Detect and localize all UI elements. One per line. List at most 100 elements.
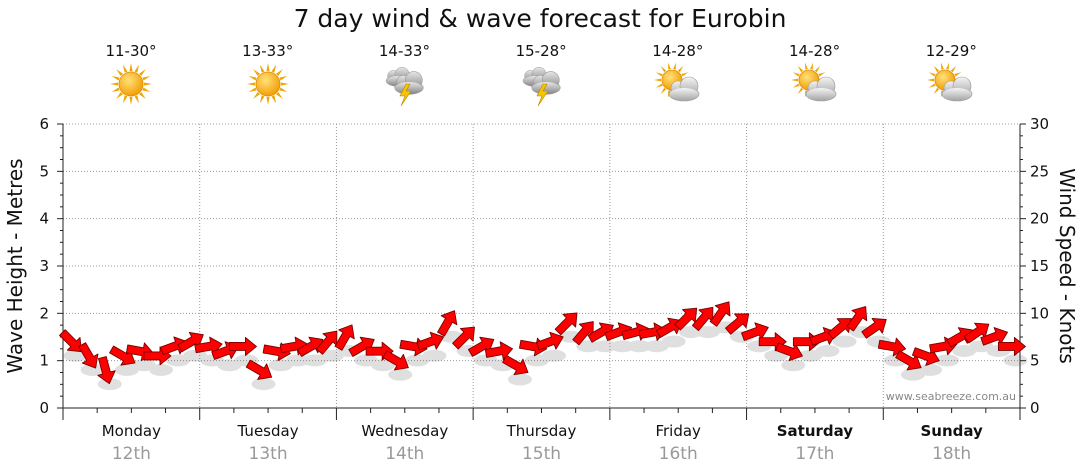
wind-arrow-shadow xyxy=(148,363,173,376)
wind-arrow-shadow xyxy=(524,354,549,367)
wind-arrow-shadow xyxy=(644,340,669,353)
wind-arrow-shadow xyxy=(695,326,720,339)
wind-arrow xyxy=(502,354,529,376)
right-tick-label: 5 xyxy=(1030,352,1040,370)
wind-arrow-shadow xyxy=(1003,354,1028,367)
wind-arrows xyxy=(59,301,1028,391)
wind-arrow-shadow xyxy=(166,354,191,367)
day-name-label: Sunday xyxy=(920,422,983,440)
partly-cloudy-icon xyxy=(650,60,706,108)
day-forecast-tuesday: 13-33° xyxy=(200,42,336,108)
wind-arrow xyxy=(946,327,973,348)
temperature-range: 13-33° xyxy=(242,42,294,60)
wind-arrow-shadow xyxy=(371,359,396,372)
day-date-label: 14th xyxy=(385,444,424,464)
wind-arrow xyxy=(827,318,852,340)
right-tick-label: 10 xyxy=(1030,304,1049,322)
wind-arrow xyxy=(861,317,887,339)
wind-arrow-shadow xyxy=(918,363,943,376)
left-tick-label: 1 xyxy=(39,352,49,370)
wind-arrow-shadow xyxy=(285,354,310,367)
grid xyxy=(63,123,1020,408)
wind-arrow xyxy=(998,337,1026,356)
storm-icon xyxy=(513,60,569,108)
wind-arrow xyxy=(437,310,458,337)
wind-arrow-shadow xyxy=(217,359,242,372)
wind-arrow-shadow xyxy=(593,340,618,353)
temperature-range: 14-28° xyxy=(789,42,841,60)
temperature-range: 15-28° xyxy=(515,42,567,60)
wind-arrow xyxy=(674,307,698,331)
partly-cloudy-icon xyxy=(923,60,979,108)
left-tick-label: 6 xyxy=(39,115,49,133)
wind-arrow-shadow xyxy=(319,349,344,362)
wind-arrow-shadow xyxy=(627,340,652,353)
wind-arrow-shadow xyxy=(114,363,139,376)
temperature-range: 12-29° xyxy=(925,42,977,60)
wind-arrow xyxy=(245,359,273,380)
day-name-label: Thursday xyxy=(506,422,577,440)
day-forecast-sunday: 12-29° xyxy=(883,42,1019,108)
day-forecast-saturday: 14-28° xyxy=(747,42,883,108)
day-name-label: Monday xyxy=(102,422,161,440)
wind-arrow-shadow xyxy=(935,354,960,367)
left-tick-label: 0 xyxy=(39,399,49,417)
day-forecast-friday: 14-28° xyxy=(610,42,746,108)
day-name-label: Wednesday xyxy=(361,422,448,440)
wind-arrow xyxy=(709,301,731,327)
day-forecast-wednesday: 14-33° xyxy=(336,42,472,108)
day-date-label: 15th xyxy=(522,444,561,464)
wind-arrow-shadow xyxy=(302,354,327,367)
sunny-icon xyxy=(103,60,159,108)
wind-arrow xyxy=(97,356,116,385)
partly-cloudy-icon xyxy=(787,60,843,108)
wind-arrow-shadow xyxy=(473,354,498,367)
wind-arrow-shadow xyxy=(251,378,276,391)
wind-arrow-shadow xyxy=(798,349,823,362)
wind-arrow-shadow xyxy=(131,359,156,372)
left-tick-label: 2 xyxy=(39,304,49,322)
wind-arrow-shadow xyxy=(405,354,430,367)
temperature-range: 14-33° xyxy=(378,42,430,60)
wind-arrow xyxy=(160,336,188,356)
day-date-label: 16th xyxy=(659,444,698,464)
wind-arrow-shadow xyxy=(952,345,977,357)
day-forecast-monday: 11-30° xyxy=(63,42,199,108)
wind-arrow-shadow xyxy=(900,368,925,381)
right-tick-label: 30 xyxy=(1030,115,1049,133)
wind-arrow-shadow xyxy=(183,349,208,362)
wind-arrow xyxy=(334,324,355,351)
wind-arrow-shadow xyxy=(388,368,413,381)
left-tick-label: 3 xyxy=(39,257,49,275)
day-date-label: 18th xyxy=(932,444,971,464)
wind-arrow xyxy=(59,329,82,353)
wind-arrow xyxy=(655,317,683,338)
wind-arrow xyxy=(297,336,324,357)
day-date-label: 13th xyxy=(249,444,288,464)
right-tick-label: 25 xyxy=(1030,162,1049,180)
wind-arrow xyxy=(554,312,578,336)
temperature-range: 14-28° xyxy=(652,42,704,60)
wind-arrow-shadows xyxy=(63,321,1028,391)
wind-arrow xyxy=(416,331,445,351)
wind-arrow xyxy=(484,341,514,360)
wind-arrow-shadow xyxy=(268,359,293,372)
wind-arrow-shadow xyxy=(610,340,635,353)
day-name-label: Tuesday xyxy=(237,422,299,440)
wind-arrow-shadow xyxy=(422,349,447,362)
wind-arrow-shadow xyxy=(661,335,686,348)
wind-arrow xyxy=(846,306,868,332)
wind-arrow-shadow xyxy=(507,373,532,386)
storm-icon xyxy=(376,60,432,108)
wind-arrow xyxy=(228,337,257,356)
left-axis-title: Wave Height - Metres xyxy=(3,158,27,373)
wind-arrow-shadow xyxy=(354,354,379,367)
wind-arrow-shadow xyxy=(97,378,122,391)
wind-arrow-shadow xyxy=(80,363,105,376)
credit-label: www.seabreeze.com.au xyxy=(886,390,1016,403)
sunny-icon xyxy=(240,60,296,108)
day-date-label: 12th xyxy=(112,444,151,464)
wind-arrow-shadow xyxy=(781,359,806,372)
left-tick-label: 4 xyxy=(39,210,49,228)
